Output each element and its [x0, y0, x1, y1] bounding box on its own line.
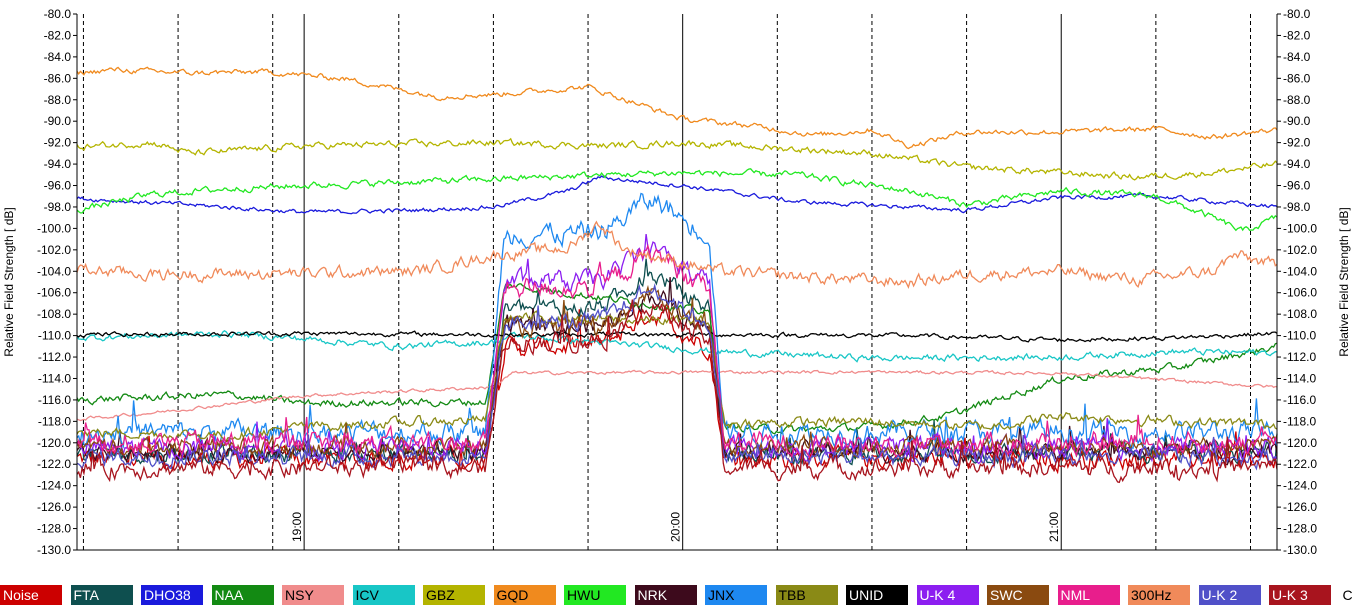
y-tick-label-right: -82.0	[1283, 28, 1311, 42]
series-line-tbb	[76, 310, 1278, 442]
legend-item-nml: NML	[1057, 585, 1120, 605]
y-tick-label-left: -114.0	[38, 371, 71, 385]
y-tick-label-left: -92.0	[44, 136, 72, 150]
legend-item-swc: SWC	[987, 585, 1049, 605]
y-tick-label-left: -130.0	[37, 543, 71, 557]
y-tick-label-right: -94.0	[1283, 157, 1311, 171]
legend-item-naa: NAA	[211, 585, 274, 605]
y-tick-label-right: -88.0	[1283, 93, 1311, 107]
legend-item-nsy: NSY	[282, 585, 344, 605]
y-tick-label-right: -102.0	[1283, 243, 1317, 257]
y-tick-label-left: -90.0	[44, 114, 72, 128]
y-tick-label-right: -112.0	[1283, 350, 1316, 364]
y-tick-label-right: -124.0	[1283, 479, 1317, 493]
y-tick-label-left: -110.0	[38, 329, 71, 343]
axes: 19:00 20:00 21:00 -80.0 -80.0 -82.0 -82.0 -84.0…	[37, 7, 1317, 557]
x-tick-label: 21:00	[1047, 512, 1061, 542]
y-tick-label-left: -94.0	[44, 157, 72, 171]
x-tick-label: 19:00	[290, 512, 304, 542]
legend-item-gqd: GQD	[493, 585, 556, 605]
series-line-hwu	[76, 168, 1278, 232]
legend-item-u-k-2: U-K 2	[1198, 585, 1261, 605]
legend-item-c: C	[1339, 585, 1354, 605]
y-tick-label-left: -108.0	[37, 307, 71, 321]
y-tick-label-left: -126.0	[37, 500, 71, 514]
series-lines	[76, 66, 1278, 484]
y-tick-label-right: -120.0	[1283, 436, 1317, 450]
series-line-u-k-3	[76, 299, 1278, 484]
series-line-dho38	[76, 175, 1278, 215]
y-tick-label-right: -104.0	[1283, 264, 1317, 278]
legend-item-tbb: TBB	[775, 585, 838, 605]
legend-item-u-k-3: U-K 3	[1269, 585, 1331, 605]
series-line-unid	[76, 330, 1278, 343]
legend-item-jnx: JNX	[705, 585, 767, 605]
y-tick-label-left: -98.0	[44, 200, 72, 214]
y-tick-label-left: -82.0	[44, 28, 72, 42]
y-axis-label-left: Relative Field Strength [ dB]	[2, 207, 16, 356]
y-tick-label-right: -98.0	[1283, 200, 1311, 214]
y-tick-label-left: -122.0	[37, 457, 71, 471]
y-axis-label-right: Relative Field Strength [ dB]	[1337, 207, 1351, 356]
y-tick-label-right: -108.0	[1283, 307, 1317, 321]
series-line-nsy	[76, 369, 1278, 422]
legend-item-300hz: 300Hz	[1128, 585, 1190, 605]
y-tick-label-left: -104.0	[37, 264, 71, 278]
x-tick-label: 20:00	[669, 512, 683, 542]
y-tick-label-left: -84.0	[44, 50, 72, 64]
y-tick-label-right: -128.0	[1283, 522, 1317, 536]
legend: Noise FTA DHO38 NAA NSY ICV GBZ GQD HWU NRK JNX TBB…	[0, 585, 1354, 605]
y-tick-label-left: -112.0	[38, 350, 71, 364]
legend-item-nrk: NRK	[634, 585, 697, 605]
y-tick-label-left: -118.0	[38, 414, 71, 428]
legend-item-gbz: GBZ	[423, 585, 485, 605]
y-tick-label-right: -86.0	[1283, 71, 1311, 85]
y-tick-label-left: -124.0	[37, 479, 71, 493]
legend-item-u-k-4: U-K 4	[916, 585, 979, 605]
series-line-nml	[76, 243, 1278, 462]
y-tick-label-right: -100.0	[1283, 221, 1317, 235]
y-tick-label-left: -88.0	[44, 93, 72, 107]
y-tick-label-left: -116.0	[38, 393, 71, 407]
series-line-gbz	[76, 137, 1278, 181]
y-tick-label-left: -106.0	[37, 286, 71, 300]
legend-item-icv: ICV	[352, 585, 415, 605]
y-tick-label-right: -116.0	[1283, 393, 1316, 407]
field-strength-chart: 19:00 20:00 21:00 -80.0 -80.0 -82.0 -82.0 -84.0…	[2, 7, 1351, 557]
y-tick-label-left: -80.0	[44, 7, 72, 21]
y-tick-label-right: -106.0	[1283, 286, 1317, 300]
y-tick-label-left: -100.0	[37, 221, 71, 235]
legend-item-hwu: HWU	[564, 585, 626, 605]
y-tick-label-right: -80.0	[1283, 7, 1311, 21]
y-tick-label-right: -126.0	[1283, 500, 1317, 514]
y-tick-label-right: -90.0	[1283, 114, 1311, 128]
y-tick-label-right: -92.0	[1283, 136, 1311, 150]
y-tick-label-right: -110.0	[1283, 329, 1316, 343]
legend-item-dho38: DHO38	[141, 585, 203, 605]
y-tick-label-right: -118.0	[1283, 414, 1316, 428]
y-tick-label-right: -96.0	[1283, 179, 1311, 193]
y-tick-label-left: -102.0	[37, 243, 71, 257]
y-tick-label-left: -86.0	[44, 71, 72, 85]
grid-lines	[82, 14, 1252, 550]
legend-item-noise: Noise	[0, 585, 62, 605]
y-tick-label-left: -96.0	[44, 179, 72, 193]
y-tick-label-left: -128.0	[37, 522, 71, 536]
y-tick-label-right: -84.0	[1283, 50, 1311, 64]
y-tick-label-right: -114.0	[1283, 371, 1316, 385]
y-tick-label-left: -120.0	[37, 436, 71, 450]
y-tick-label-right: -130.0	[1283, 543, 1317, 557]
series-line-gqd	[76, 66, 1278, 150]
legend-item-fta: FTA	[70, 585, 133, 605]
legend-item-unid: UNID	[846, 585, 908, 605]
series-line-icv	[76, 330, 1278, 363]
series-line-u-k-4	[76, 234, 1278, 465]
series-line-300hz	[76, 220, 1278, 290]
y-tick-label-right: -122.0	[1283, 457, 1317, 471]
